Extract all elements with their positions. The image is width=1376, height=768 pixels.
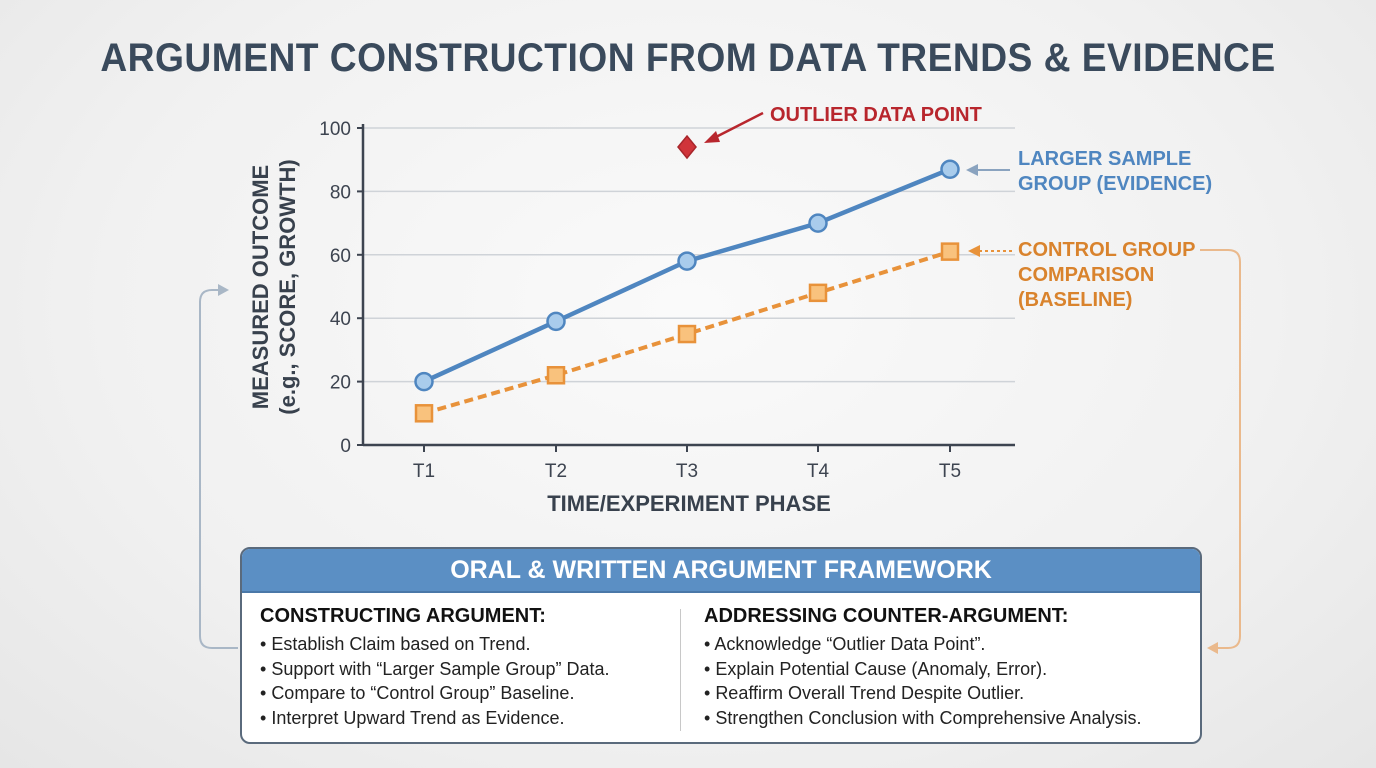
x-tick-label: T4 xyxy=(807,461,830,482)
series-label-line: (BASELINE) xyxy=(1018,289,1132,311)
x-tick-label: T5 xyxy=(939,461,961,482)
y-tick-label: 40 xyxy=(330,309,351,330)
page-title: ARGUMENT CONSTRUCTION FROM DATA TRENDS &… xyxy=(100,36,1276,80)
arrow-head-icon xyxy=(218,284,229,296)
arrow-head-icon xyxy=(966,164,978,176)
data-point xyxy=(940,242,960,261)
series-label-line: GROUP (EVIDENCE) xyxy=(1018,173,1212,195)
data-point xyxy=(546,366,566,385)
list-item: Establish Claim based on Trend. xyxy=(260,632,609,657)
connector-left xyxy=(199,289,238,649)
constructing-argument-column: CONSTRUCTING ARGUMENT: Establish Claim b… xyxy=(260,605,609,730)
data-point xyxy=(808,283,828,303)
list-item: Strengthen Conclusion with Comprehensive… xyxy=(704,706,1141,731)
list-item: Acknowledge “Outlier Data Point”. xyxy=(704,632,1142,657)
series-label-line: CONTROL GROUP xyxy=(1018,239,1195,261)
arrow-head-icon xyxy=(1207,642,1218,654)
data-point xyxy=(808,213,828,233)
data-point xyxy=(940,159,960,179)
x-axis-label: TIME/EXPERIMENT PHASE xyxy=(547,491,831,516)
list-item: Explain Potential Cause (Anomaly, Error)… xyxy=(704,657,1142,682)
y-axis-label: MEASURED OUTCOME xyxy=(248,165,273,409)
list-item: Reaffirm Overall Trend Despite Outlier. xyxy=(704,681,1142,706)
outlier-arrow xyxy=(711,111,764,141)
column-divider xyxy=(680,609,681,731)
list-item: Support with “Larger Sample Group” Data. xyxy=(260,657,609,682)
series-label-line: COMPARISON xyxy=(1018,264,1154,286)
column-heading: CONSTRUCTING ARGUMENT: xyxy=(260,605,546,627)
y-tick-label: 20 xyxy=(330,373,351,394)
y-tick-label: 100 xyxy=(319,119,351,140)
arrow-head-icon xyxy=(704,131,720,143)
y-tick-label: 0 xyxy=(340,436,351,457)
data-point xyxy=(677,251,697,271)
x-tick-label: T1 xyxy=(413,461,435,482)
argument-framework-panel: ORAL & WRITTEN ARGUMENT FRAMEWORK CONSTR… xyxy=(240,547,1202,744)
series-label-line: LARGER SAMPLE xyxy=(1018,148,1191,170)
list-item: Compare to “Control Group” Baseline. xyxy=(260,681,609,706)
data-point xyxy=(677,324,697,344)
x-tick-label: T2 xyxy=(545,461,567,482)
framework-title: ORAL & WRITTEN ARGUMENT FRAMEWORK xyxy=(242,549,1200,593)
arrow-head-icon xyxy=(968,245,980,257)
column-heading: ADDRESSING COUNTER-ARGUMENT: xyxy=(704,605,1069,627)
data-point xyxy=(414,371,434,392)
y-tick-label: 60 xyxy=(330,246,351,267)
outlier-label: OUTLIER DATA POINT xyxy=(770,104,982,126)
counter-argument-column: ADDRESSING COUNTER-ARGUMENT: Acknowledge… xyxy=(704,605,1142,730)
connector-right xyxy=(1200,249,1241,649)
y-tick-label: 80 xyxy=(330,182,351,203)
list-item: Interpret Upward Trend as Evidence. xyxy=(260,706,609,731)
y-axis-label-sub: (e.g., SCORE, GROWTH) xyxy=(275,159,300,414)
outlier-point xyxy=(677,134,697,160)
data-point xyxy=(546,311,566,332)
x-tick-label: T3 xyxy=(676,461,698,482)
data-point xyxy=(414,404,434,423)
